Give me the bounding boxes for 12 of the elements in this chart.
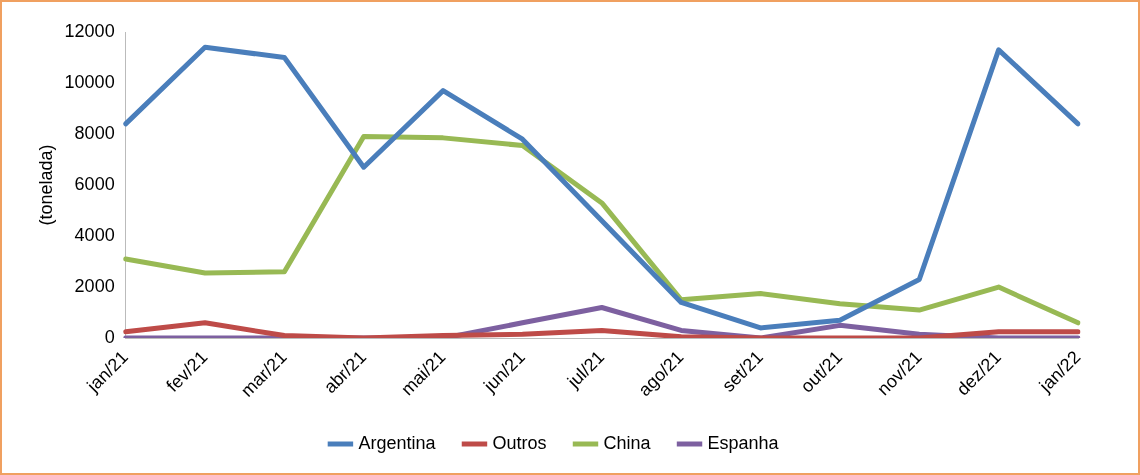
y-tick-label: 6000 bbox=[74, 174, 115, 195]
legend-label: Espanha bbox=[707, 432, 780, 453]
y-axis-title: (tonelada) bbox=[35, 144, 56, 226]
y-tick-label: 2000 bbox=[74, 276, 115, 297]
y-tick-label: 10000 bbox=[64, 71, 115, 92]
y-tick-label: 4000 bbox=[74, 225, 115, 246]
y-tick-label: 0 bbox=[104, 327, 115, 348]
y-tick-label: 8000 bbox=[74, 123, 115, 144]
legend-label: Argentina bbox=[358, 432, 437, 453]
legend-label: Outros bbox=[492, 432, 547, 453]
y-tick-label: 12000 bbox=[64, 20, 115, 41]
legend-label: China bbox=[603, 432, 652, 453]
